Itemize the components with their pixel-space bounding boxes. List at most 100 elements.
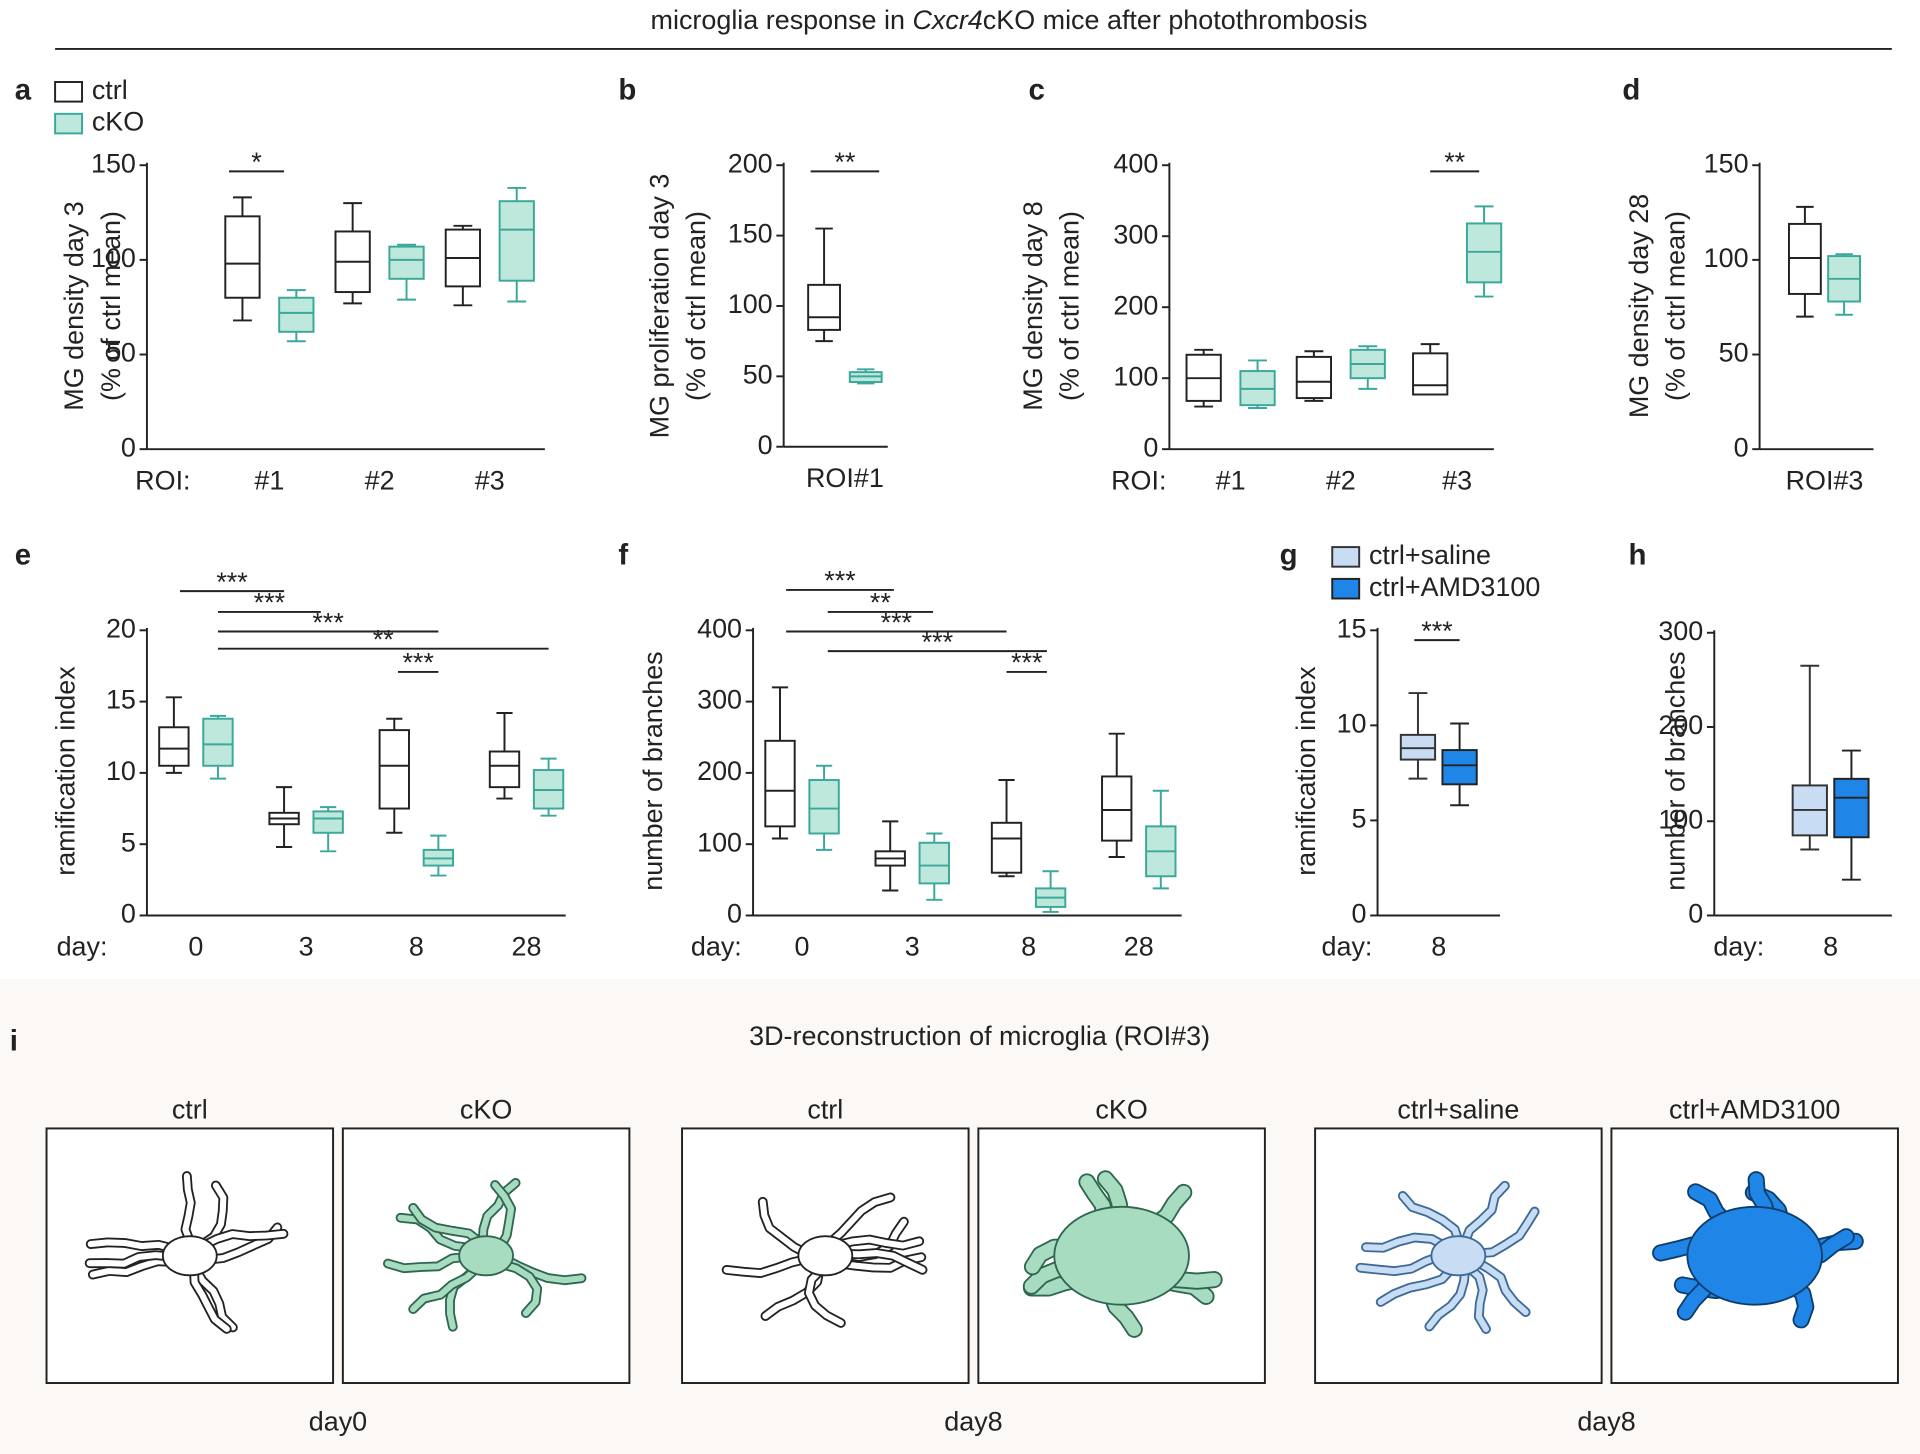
x-axis-label: ROI: (135, 465, 190, 495)
cell-body (797, 1235, 854, 1277)
y-tick-label: 200 (1113, 290, 1158, 320)
y-tick-label: 50 (743, 359, 773, 389)
legend-label: ctrl (92, 75, 128, 105)
image-label: ctrl+AMD3100 (1669, 1094, 1840, 1124)
significance-label: *** (254, 588, 286, 618)
y-tick-label: 100 (1658, 804, 1703, 834)
significance-label: ** (870, 588, 891, 618)
legend-swatch (1331, 546, 1361, 568)
y-tick-label: 300 (1658, 616, 1703, 646)
figure-title: microglia response in Cxcr4cKO mice afte… (651, 5, 1368, 35)
box (158, 726, 190, 767)
box (807, 283, 841, 331)
day-label: day0 (309, 1407, 367, 1437)
y-tick-label: 50 (1719, 338, 1749, 368)
y-axis-label: ramification index (50, 666, 80, 876)
x-tick-label: 8 (1021, 932, 1036, 962)
cell-body (1430, 1235, 1487, 1277)
panel-letter: a (15, 74, 32, 107)
y-tick-label: 100 (728, 289, 773, 319)
box (498, 200, 535, 282)
y-tick-label: 10 (1337, 708, 1367, 738)
y-tick-label: 0 (1143, 432, 1158, 462)
x-tick-label: 28 (512, 932, 542, 962)
box (1441, 749, 1478, 786)
y-tick-label: 150 (1704, 148, 1749, 178)
legend-swatch (1331, 577, 1361, 600)
y-tick-label: 200 (728, 148, 773, 178)
image-label: ctrl+saline (1397, 1094, 1519, 1124)
y-tick-label: 300 (697, 685, 742, 715)
box (764, 739, 796, 828)
day-label: day8 (944, 1407, 1002, 1437)
x-tick-label: #3 (475, 465, 505, 495)
x-axis-label: day: (57, 932, 108, 962)
box (378, 729, 410, 810)
y-tick-label: 100 (697, 827, 742, 857)
box (1412, 352, 1449, 396)
x-tick-label: 28 (1124, 932, 1154, 962)
significance-label: *** (216, 567, 248, 597)
significance-label: *** (1421, 616, 1453, 646)
x-tick-label: ROI#1 (806, 463, 884, 493)
y-tick-label: 0 (1734, 432, 1749, 462)
cell-body (458, 1235, 514, 1277)
significance-label: *** (922, 627, 954, 657)
box (1101, 775, 1133, 842)
legend-swatch (54, 112, 84, 135)
legend-label: ctrl+saline (1369, 540, 1491, 570)
y-tick-label: 0 (1688, 899, 1703, 929)
significance-label: *** (312, 607, 344, 637)
box (1465, 222, 1503, 284)
x-tick-label: #2 (1326, 465, 1356, 495)
panel-letter: e (15, 539, 31, 572)
y-tick-label: 200 (697, 756, 742, 786)
panel-letter: c (1029, 74, 1045, 107)
y-tick-label: 50 (106, 338, 136, 368)
x-tick-label: 3 (299, 932, 314, 962)
title-part: cKO mice after photothrombosis (983, 5, 1368, 35)
legend-label: cKO (92, 107, 144, 137)
day-label: day8 (1577, 1407, 1635, 1437)
y-tick-label: 0 (121, 899, 136, 929)
x-tick-label: #3 (1442, 465, 1472, 495)
x-tick-label: 0 (188, 932, 203, 962)
y-tick-label: 100 (91, 243, 136, 273)
box (1295, 355, 1332, 400)
x-axis-label: day: (691, 932, 742, 962)
box (312, 810, 344, 834)
y-axis-label: ramification index (1291, 666, 1321, 876)
y-tick-label: 0 (121, 432, 136, 462)
y-axis-label: MG density day 3 (59, 201, 89, 410)
significance-label: *** (1011, 648, 1043, 678)
y-tick-label: 0 (758, 430, 773, 460)
cell-body (161, 1235, 218, 1277)
x-tick-label: 8 (409, 932, 424, 962)
significance-label: *** (402, 648, 434, 678)
box (1833, 777, 1870, 839)
y-tick-label: 300 (1113, 219, 1158, 249)
panel-letter: d (1622, 74, 1640, 107)
y-tick-label: 400 (1113, 148, 1158, 178)
significance-label: ** (1444, 147, 1465, 177)
y-tick-label: 150 (91, 148, 136, 178)
significance-label: ** (834, 147, 855, 177)
x-axis-label: day: (1321, 932, 1372, 962)
y-tick-label: 100 (1113, 361, 1158, 391)
panel-letter: i (10, 1025, 18, 1058)
y-tick-label: 15 (1337, 613, 1367, 643)
y-tick-label: 5 (121, 827, 136, 857)
y-tick-label: 5 (1352, 804, 1367, 834)
box (918, 841, 950, 885)
cell-body (1053, 1205, 1190, 1306)
y-axis-label: MG density day 8 (1018, 201, 1048, 410)
x-tick-label: 0 (795, 932, 810, 962)
y-axis-label: number of branches (1661, 651, 1691, 890)
x-axis-label: day: (1713, 932, 1764, 962)
title-part: Cxcr4 (912, 5, 982, 35)
box (202, 717, 234, 767)
significance-label: *** (824, 566, 856, 596)
box (990, 821, 1023, 874)
y-tick-label: 10 (106, 756, 136, 786)
